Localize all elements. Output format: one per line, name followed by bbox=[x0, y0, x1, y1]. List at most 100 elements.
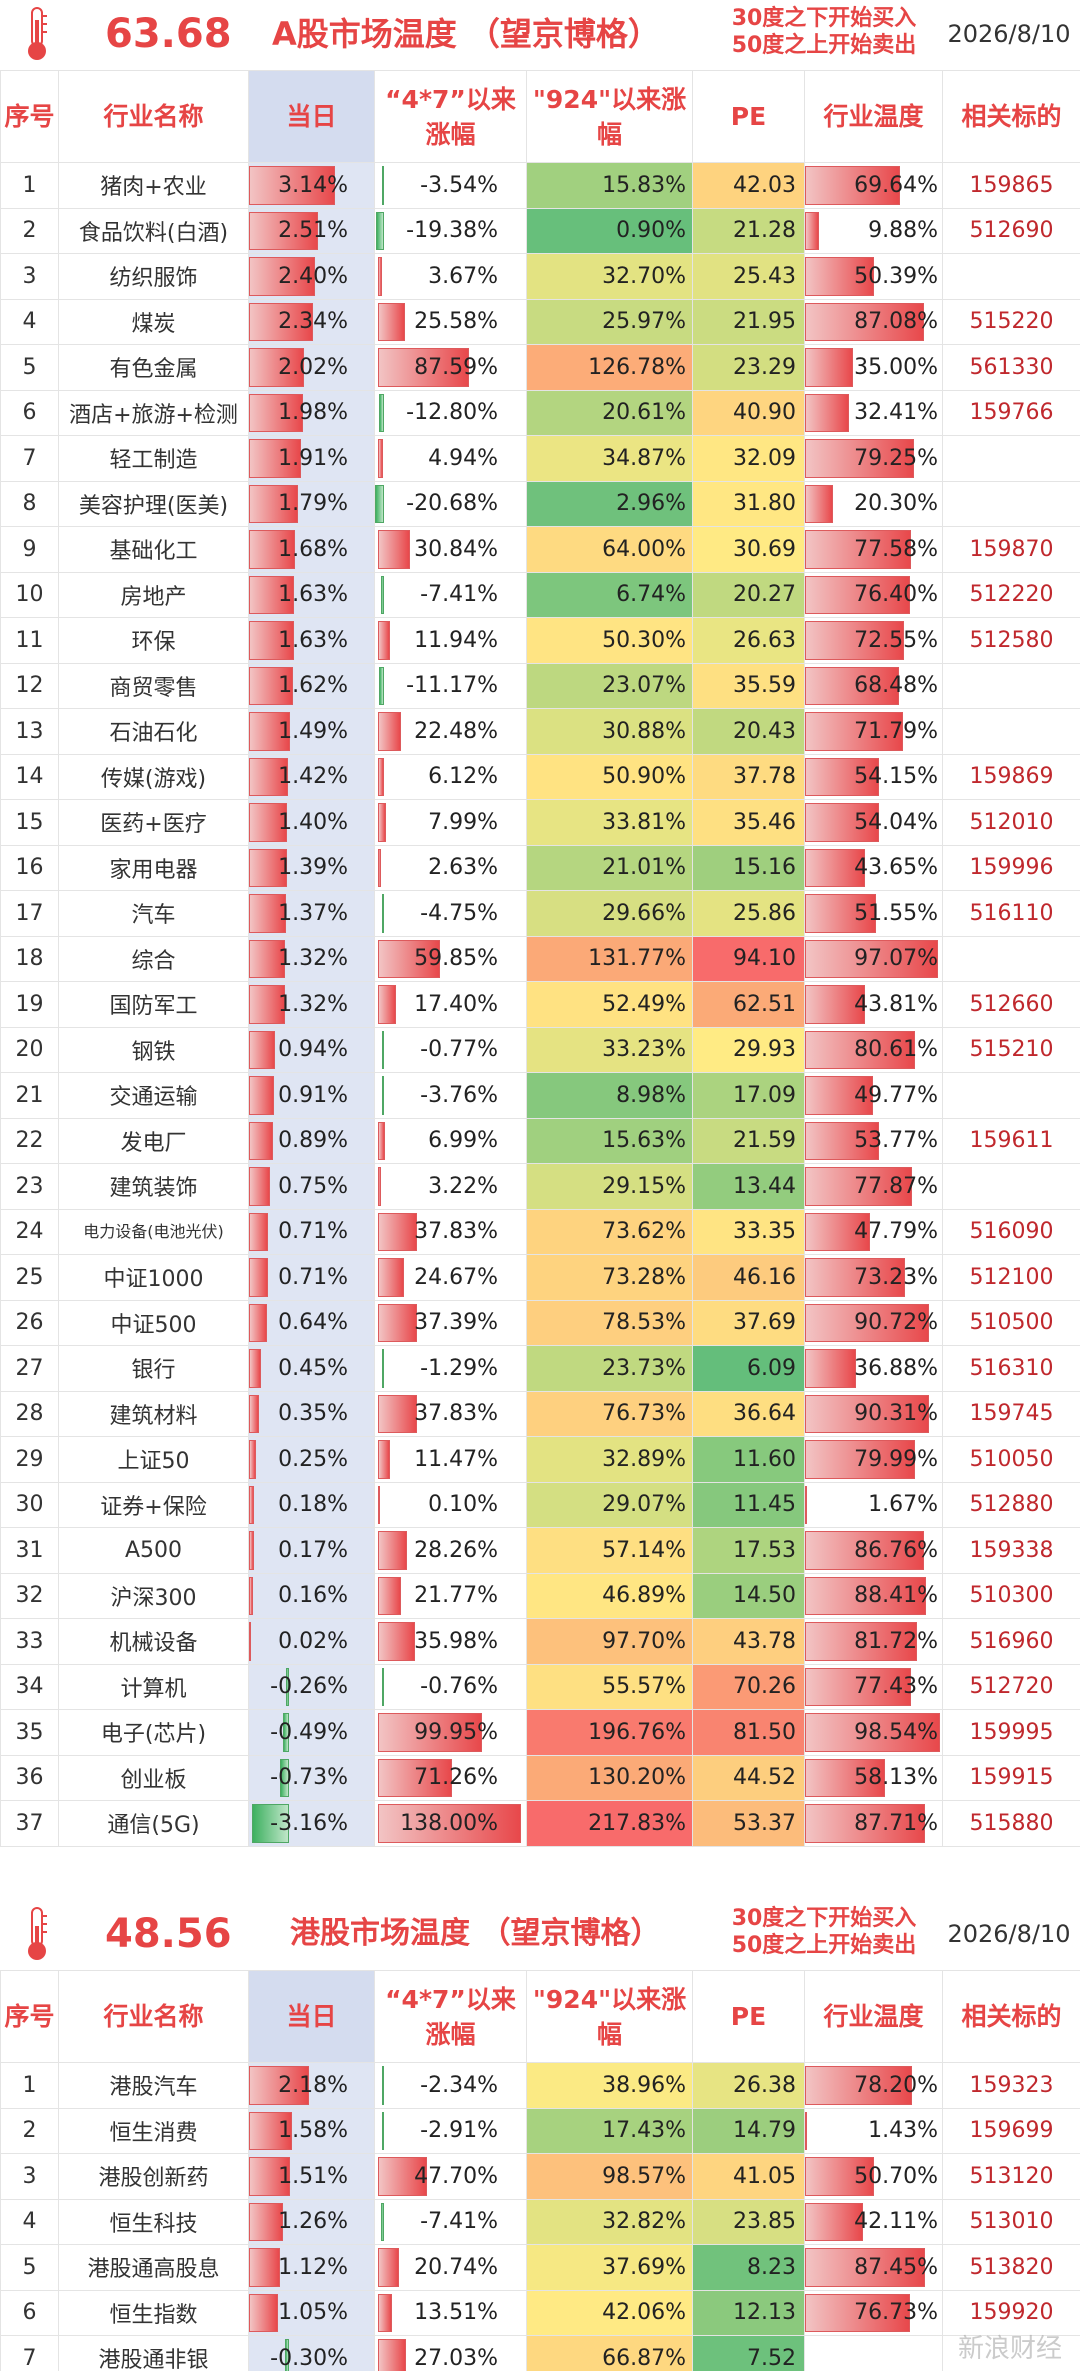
row-no-value: 25 bbox=[15, 1264, 44, 1290]
day-change-value: 1.26% bbox=[278, 2209, 348, 2235]
row-no: 6 bbox=[0, 389, 59, 436]
temperature-bar bbox=[805, 1076, 874, 1115]
row-no: 1 bbox=[0, 162, 59, 209]
pe-value-value: 35.59 bbox=[733, 673, 796, 699]
related-code-value: 159870 bbox=[969, 536, 1054, 562]
row-no-value: 26 bbox=[15, 1310, 44, 1336]
industry-name: 上证50 bbox=[58, 1436, 249, 1483]
temperature-bar bbox=[805, 666, 899, 705]
day-change-value: 1.63% bbox=[278, 627, 348, 653]
industry-name: 恒生指数 bbox=[58, 2289, 249, 2336]
since47-change-value: 6.12% bbox=[428, 764, 498, 790]
industry-name-value: 恒生指数 bbox=[109, 2302, 198, 2328]
table-row: 6 酒店+旅游+检测 1.98% -12.80% 20.61% 40.90 32.41% 15… bbox=[0, 389, 1080, 436]
negative-bar bbox=[285, 1667, 289, 1706]
since924-change-value: 33.23% bbox=[602, 1037, 686, 1063]
industry-name: 石油石化 bbox=[58, 708, 249, 755]
pe-value-value: 23.85 bbox=[733, 2209, 796, 2235]
industry-temp: 97.07% bbox=[804, 935, 943, 982]
industry-name: 轻工制造 bbox=[58, 435, 249, 482]
since47-change: 71.26% bbox=[374, 1754, 527, 1801]
pe-value: 33.35 bbox=[692, 1208, 805, 1255]
row-no-value: 29 bbox=[15, 1446, 44, 1472]
table-row: 29 上证50 0.25% 11.47% 32.89% 11.60 79.99% 510050 bbox=[0, 1436, 1080, 1483]
industry-name-value: 恒生科技 bbox=[109, 2211, 198, 2237]
industry-name: 建筑材料 bbox=[58, 1390, 249, 1437]
since47-change-value: -1.29% bbox=[420, 1355, 498, 1381]
row-no: 5 bbox=[0, 344, 59, 391]
row-no-value: 2 bbox=[22, 2118, 37, 2144]
since924-change-value: 196.76% bbox=[588, 1719, 686, 1745]
day-change-value: 0.17% bbox=[278, 1537, 348, 1563]
day-change-value: 1.12% bbox=[278, 2254, 348, 2280]
related-code bbox=[942, 480, 1080, 527]
day-change: 2.18% bbox=[248, 2062, 375, 2109]
temperature-bar bbox=[805, 939, 938, 978]
since924-change-value: 29.66% bbox=[602, 900, 686, 926]
negative-bar bbox=[382, 894, 385, 933]
temperature-bar bbox=[805, 803, 880, 842]
since47-change-value: 30.84% bbox=[414, 536, 498, 562]
day-change-value: 0.18% bbox=[278, 1492, 348, 1518]
positive-bar bbox=[249, 894, 287, 933]
row-no-value: 1 bbox=[22, 172, 37, 198]
table-row: 24 电力设备(电池光伏) 0.71% 37.83% 73.62% 33.35 47.79%… bbox=[0, 1208, 1080, 1255]
since924-change: 196.76% bbox=[526, 1709, 693, 1756]
day-change-value: 1.05% bbox=[278, 2300, 348, 2326]
row-no: 22 bbox=[0, 1117, 59, 1164]
since924-change-value: 126.78% bbox=[588, 354, 686, 380]
industry-temp-value: 54.15% bbox=[854, 764, 938, 790]
row-no: 25 bbox=[0, 1254, 59, 1301]
industry-name-value: 石油石化 bbox=[109, 721, 198, 747]
industry-temp-value: 1.67% bbox=[868, 1492, 938, 1518]
day-change: 2.40% bbox=[248, 253, 375, 300]
temperature-bar bbox=[805, 1713, 940, 1752]
positive-bar bbox=[249, 1212, 269, 1251]
related-code-value: 516310 bbox=[969, 1355, 1054, 1381]
pe-value: 46.16 bbox=[692, 1254, 805, 1301]
col-no: 序号 bbox=[0, 1970, 59, 2063]
table-row: 7 港股通非银 -0.30% 27.03% 66.87% 7.52 bbox=[0, 2335, 1080, 2371]
positive-bar bbox=[249, 803, 288, 842]
industry-name: 建筑装饰 bbox=[58, 1163, 249, 1210]
day-change-value: 1.42% bbox=[278, 764, 348, 790]
pe-value-value: 32.09 bbox=[733, 445, 796, 471]
table-row: 23 建筑装饰 0.75% 3.22% 29.15% 13.44 77.87% bbox=[0, 1163, 1080, 1210]
day-change: 0.35% bbox=[248, 1390, 375, 1437]
negative-bar bbox=[380, 2202, 385, 2241]
pe-value-value: 41.05 bbox=[733, 2163, 796, 2189]
industry-temp: 35.00% bbox=[804, 344, 943, 391]
related-code-value: 513820 bbox=[969, 2254, 1054, 2280]
positive-bar bbox=[249, 939, 286, 978]
table-row: 33 机械设备 0.02% 35.98% 97.70% 43.78 81.72% 516960 bbox=[0, 1618, 1080, 1665]
since47-change-value: -11.17% bbox=[406, 673, 498, 699]
since924-change: 57.14% bbox=[526, 1527, 693, 1574]
related-code-value: 516110 bbox=[969, 900, 1054, 926]
industry-name: 有色金属 bbox=[58, 344, 249, 391]
since47-change: 21.77% bbox=[374, 1572, 527, 1619]
industry-temp: 54.04% bbox=[804, 799, 943, 846]
table-row: 4 恒生科技 1.26% -7.41% 32.82% 23.85 42.11% 513010 bbox=[0, 2198, 1080, 2245]
day-change: 1.68% bbox=[248, 526, 375, 573]
positive-bar bbox=[249, 1576, 254, 1615]
positive-bar bbox=[378, 2339, 406, 2371]
positive-bar bbox=[378, 803, 387, 842]
table-row: 32 沪深300 0.16% 21.77% 46.89% 14.50 88.41% 51030… bbox=[0, 1572, 1080, 1619]
related-code-value: 512220 bbox=[969, 582, 1054, 608]
related-code: 159996 bbox=[942, 844, 1080, 891]
positive-bar bbox=[249, 666, 294, 705]
positive-bar bbox=[378, 2293, 392, 2332]
related-code-value: 515220 bbox=[969, 309, 1054, 335]
table-row: 35 电子(芯片) -0.49% 99.95% 196.76% 81.50 98.54% 15… bbox=[0, 1709, 1080, 1756]
industry-name-value: 交通运输 bbox=[109, 1085, 198, 1111]
since47-change: 11.47% bbox=[374, 1436, 527, 1483]
positive-bar bbox=[378, 257, 382, 296]
industry-temp-value: 81.72% bbox=[854, 1628, 938, 1654]
industry-temp-value: 1.43% bbox=[868, 2118, 938, 2144]
since47-change: 99.95% bbox=[374, 1709, 527, 1756]
since924-change: 78.53% bbox=[526, 1299, 693, 1346]
related-code-value: 512100 bbox=[969, 1264, 1054, 1290]
positive-bar bbox=[249, 1076, 274, 1115]
since924-change: 76.73% bbox=[526, 1390, 693, 1437]
positive-bar bbox=[378, 712, 402, 751]
